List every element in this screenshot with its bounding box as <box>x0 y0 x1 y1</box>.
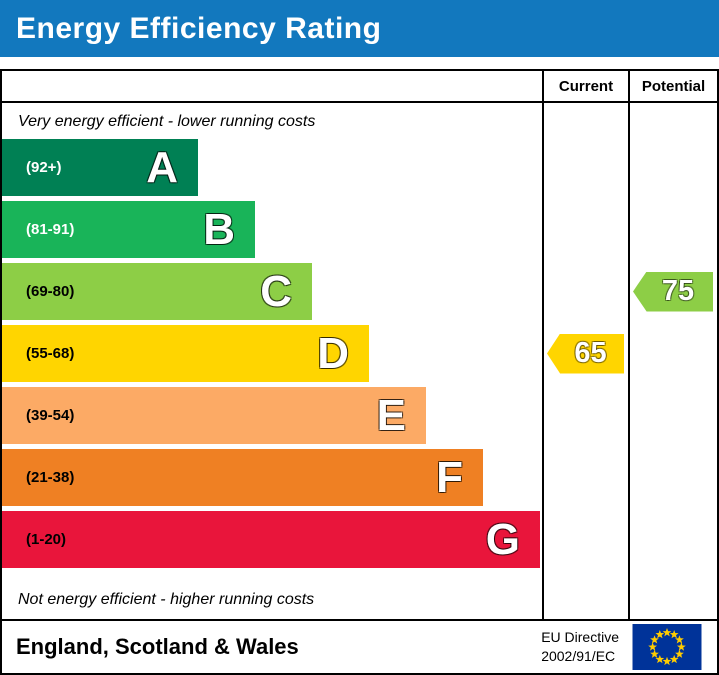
potential-rating-value: 75 <box>661 275 695 307</box>
band-b-range-label: (81-91) <box>26 221 75 238</box>
band-b: (81-91) B <box>2 201 255 258</box>
eu-flag <box>632 624 702 670</box>
title-bar: Energy Efficiency Rating <box>0 0 719 57</box>
eu-directive-label: EU Directive 2002/91/EC <box>541 628 631 666</box>
potential-column: 75 <box>628 103 717 619</box>
page-title: Energy Efficiency Rating <box>16 11 382 45</box>
band-row-f: (21-38) F <box>2 449 542 506</box>
header-spacer <box>2 71 542 103</box>
band-g-letter: G <box>485 514 520 564</box>
band-f: (21-38) F <box>2 449 483 506</box>
band-g-range-label: (1-20) <box>26 531 67 548</box>
band-f-letter: F <box>436 452 463 502</box>
band-a-range-label: (92+) <box>26 159 62 176</box>
band-row-g: (1-20) G <box>2 511 542 568</box>
band-c-range-label: (69-80) <box>26 283 75 300</box>
current-column: 65 <box>542 103 628 619</box>
band-row-a: (92+) A <box>2 139 542 196</box>
band-e-range-label: (39-54) <box>26 407 75 424</box>
current-rating-pointer: 65 <box>547 333 624 374</box>
current-rating-value: 65 <box>574 337 607 369</box>
region-label: England, Scotland & Wales <box>16 634 299 659</box>
band-e-letter: E <box>376 390 406 440</box>
band-b-letter: B <box>203 204 235 254</box>
eu-directive-line1: EU Directive <box>541 629 619 646</box>
band-a-letter: A <box>146 142 178 192</box>
bottom-note: Not energy efficient - higher running co… <box>18 591 315 608</box>
bands: (92+) A (81-91) B (69-80) C <box>2 139 542 573</box>
potential-rating-pointer: 75 <box>633 271 713 312</box>
eu-flag-stars <box>648 628 686 666</box>
footer: England, Scotland & Wales EU Directive 2… <box>2 619 717 673</box>
band-g: (1-20) G <box>2 511 540 568</box>
band-c-letter: C <box>260 266 292 316</box>
band-f-range-label: (21-38) <box>26 469 75 486</box>
band-a: (92+) A <box>2 139 198 196</box>
band-d-range-label: (55-68) <box>26 345 75 362</box>
band-row-d: (55-68) D <box>2 325 542 382</box>
top-note: Very energy efficient - lower running co… <box>18 113 316 130</box>
current-column-header: Current <box>542 71 628 103</box>
band-d-letter: D <box>317 328 349 378</box>
band-d: (55-68) D <box>2 325 369 382</box>
band-row-c: (69-80) C <box>2 263 542 320</box>
band-c: (69-80) C <box>2 263 312 320</box>
band-row-b: (81-91) B <box>2 201 542 258</box>
band-row-e: (39-54) E <box>2 387 542 444</box>
band-e: (39-54) E <box>2 387 426 444</box>
bands-area: Very energy efficient - lower running co… <box>2 103 542 619</box>
eu-directive-line2: 2002/91/EC <box>541 648 616 664</box>
potential-column-header: Potential <box>628 71 717 103</box>
rating-chart: Current Potential Very energy efficient … <box>0 69 719 675</box>
